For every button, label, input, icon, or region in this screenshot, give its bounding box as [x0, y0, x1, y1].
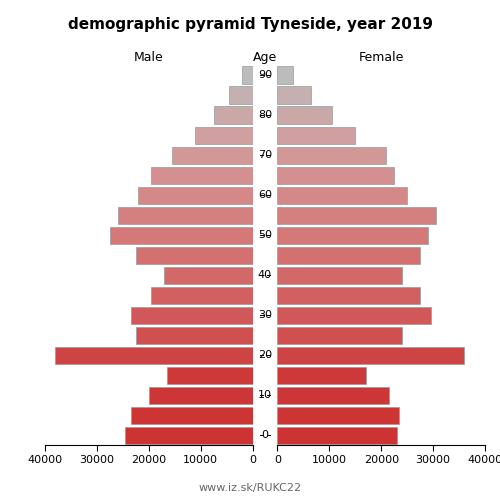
- Bar: [130, 306, 252, 324]
- Bar: [278, 266, 402, 283]
- Text: 0: 0: [262, 430, 268, 440]
- Bar: [278, 106, 332, 124]
- Bar: [278, 346, 464, 364]
- Bar: [152, 286, 252, 304]
- Title: Male: Male: [134, 51, 164, 64]
- Bar: [278, 226, 428, 244]
- Bar: [278, 386, 389, 404]
- Bar: [164, 266, 252, 283]
- Bar: [278, 366, 366, 384]
- Text: 80: 80: [258, 110, 272, 120]
- Bar: [110, 226, 253, 244]
- Bar: [278, 166, 394, 184]
- Bar: [278, 66, 293, 84]
- Bar: [242, 66, 252, 84]
- Text: 40: 40: [258, 270, 272, 280]
- Bar: [278, 126, 355, 144]
- Text: 20: 20: [258, 350, 272, 360]
- Text: 60: 60: [258, 190, 272, 200]
- Text: demographic pyramid Tyneside, year 2019: demographic pyramid Tyneside, year 2019: [68, 18, 432, 32]
- Bar: [136, 246, 252, 264]
- Bar: [278, 86, 311, 104]
- Bar: [278, 406, 400, 424]
- Bar: [118, 206, 252, 224]
- Bar: [172, 146, 252, 164]
- Bar: [278, 206, 436, 224]
- Bar: [56, 346, 252, 364]
- Bar: [138, 186, 252, 204]
- Title: Age: Age: [253, 51, 277, 64]
- Text: 50: 50: [258, 230, 272, 240]
- Bar: [278, 326, 402, 344]
- Bar: [278, 246, 420, 264]
- Bar: [278, 306, 430, 324]
- Bar: [214, 106, 252, 124]
- Text: 10: 10: [258, 390, 272, 400]
- Bar: [130, 406, 252, 424]
- Bar: [229, 86, 252, 104]
- Bar: [278, 286, 420, 304]
- Text: www.iz.sk/RUKC22: www.iz.sk/RUKC22: [198, 482, 302, 492]
- Bar: [278, 426, 397, 444]
- Bar: [136, 326, 252, 344]
- Bar: [196, 126, 252, 144]
- Bar: [278, 186, 407, 204]
- Bar: [149, 386, 252, 404]
- Bar: [278, 146, 386, 164]
- Bar: [126, 426, 252, 444]
- Text: 90: 90: [258, 70, 272, 80]
- Title: Female: Female: [358, 51, 404, 64]
- Text: 30: 30: [258, 310, 272, 320]
- Bar: [167, 366, 252, 384]
- Text: 70: 70: [258, 150, 272, 160]
- Bar: [152, 166, 252, 184]
